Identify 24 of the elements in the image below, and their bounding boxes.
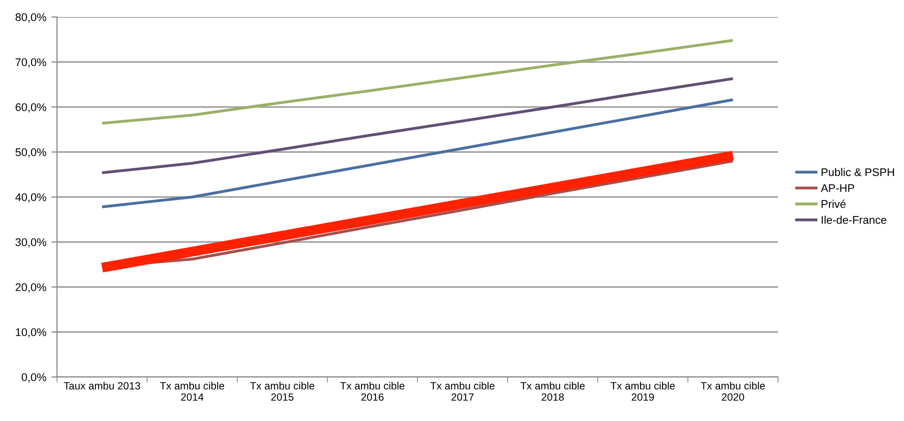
x-tick-label: Tx ambu cible 2019 [610, 382, 675, 401]
line-series [100, 39, 734, 125]
y-tick-label: 80,0% [16, 13, 46, 22]
y-tick-label: 70,0% [16, 58, 46, 68]
x-tick-label: Tx ambu cible 2014 [160, 382, 224, 401]
y-tick-label: 60,0% [16, 103, 46, 112]
x-tick-label: Tx ambu cible 2016 [340, 382, 404, 401]
legend-label: Ile-de-France [822, 216, 886, 224]
y-tick-label: 20,0% [16, 283, 46, 292]
x-tick-label: Tx ambu cible 2020 [700, 382, 765, 401]
line-series [100, 77, 734, 174]
y-tick-label: 0,0% [22, 373, 46, 382]
legend-label: Privé [822, 200, 846, 208]
x-tick-label: Tx ambu cible 2015 [250, 382, 314, 401]
y-tick-label: 40,0% [15, 193, 46, 202]
legend-label: Public & PSPH [822, 168, 894, 176]
x-tick-label: Tx ambu cible 2018 [520, 382, 585, 401]
y-tick-label: 10,0% [16, 328, 46, 338]
legend-label: AP-HP [820, 184, 854, 192]
y-tick-label: 30,0% [16, 238, 46, 248]
line-series [100, 98, 734, 208]
x-tick-label: Taux ambu 2013 [64, 382, 140, 390]
y-tick-label: 50,0% [16, 148, 46, 158]
x-tick-label: Tx ambu cible 2017 [430, 382, 495, 401]
